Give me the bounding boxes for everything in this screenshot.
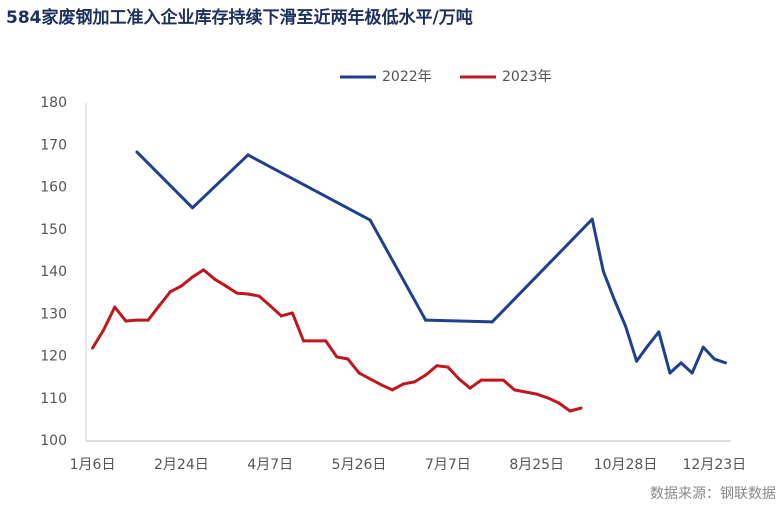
line-segment: [102, 305, 117, 332]
line-segment: [690, 345, 705, 375]
line-segment: [179, 275, 194, 288]
line-segment: [535, 392, 550, 400]
x-tick-label: 4月7日: [247, 457, 293, 473]
line-segment: [524, 390, 539, 396]
x-tick-label: 1月6日: [70, 457, 116, 473]
y-tick-label: 140: [40, 264, 67, 280]
line-segment: [190, 153, 250, 210]
line-segment: [368, 218, 428, 322]
y-tick-label: 120: [40, 349, 67, 365]
line-segment: [146, 304, 161, 322]
line-segment: [368, 377, 383, 387]
line-segment: [268, 304, 283, 318]
line-segment: [124, 318, 139, 323]
line-segment: [235, 291, 250, 296]
y-tick-label: 100: [40, 433, 67, 449]
line-segment: [557, 401, 572, 413]
y-tick-label: 170: [40, 137, 67, 153]
line-segment: [512, 388, 528, 394]
legend-label: 2023年: [502, 69, 552, 85]
line-segment: [257, 294, 272, 308]
line-segment: [324, 339, 339, 359]
x-tick-label: 10月28日: [594, 457, 658, 473]
line-segment: [568, 406, 583, 413]
y-tick-label: 180: [40, 95, 67, 111]
line-segment: [457, 377, 472, 390]
x-tick-label: 8月25日: [509, 457, 564, 473]
x-tick-label: 2月24日: [154, 457, 209, 473]
line-segment: [346, 357, 361, 375]
y-tick-label: 160: [40, 180, 67, 196]
line-segment: [279, 311, 294, 318]
line-segment: [135, 150, 194, 210]
line-segment: [435, 364, 450, 369]
line-segment: [657, 330, 672, 375]
line-segment: [635, 344, 650, 363]
line-segment: [190, 268, 206, 279]
line-segment: [624, 324, 639, 363]
line-segment: [224, 284, 239, 295]
line-segment: [668, 361, 683, 375]
y-tick-label: 150: [40, 222, 67, 238]
line-segment: [501, 378, 516, 392]
legend-label: 2022年: [382, 69, 432, 85]
line-segment: [246, 292, 261, 298]
line-segment: [679, 361, 694, 375]
line-segment: [712, 357, 727, 365]
chart-title: 584家废钢加工准入企业库存持续下滑至近两年极低水平/万吨: [6, 7, 473, 28]
line-segment: [468, 378, 483, 390]
line-segment: [646, 330, 661, 348]
line-segment: [401, 380, 417, 386]
line-segment: [357, 371, 372, 381]
line-segment: [701, 345, 716, 361]
line-segment: [246, 153, 372, 222]
x-tick-label: 7月7日: [425, 457, 471, 473]
line-segment: [424, 364, 439, 377]
y-tick-label: 110: [40, 391, 67, 407]
line-segment: [379, 383, 394, 392]
line-segment: [335, 355, 350, 361]
line-segment: [590, 217, 605, 273]
line-segment: [490, 217, 594, 324]
line-segment: [113, 305, 128, 323]
line-segment: [612, 298, 628, 328]
line-segment: [546, 396, 561, 405]
source: 数据来源：钢联数据: [650, 486, 776, 502]
x-tick-label: 12月23日: [683, 457, 747, 473]
line-segment: [446, 365, 461, 381]
line-segment: [91, 328, 106, 350]
y-tick-label: 130: [40, 306, 67, 322]
line-segment: [601, 269, 616, 302]
line-segment: [157, 290, 172, 308]
line-segment: [168, 284, 183, 294]
x-tick-label: 5月26日: [332, 457, 387, 473]
line-segment: [213, 277, 228, 288]
line-segment: [202, 268, 217, 281]
line-segment: [413, 373, 428, 384]
line-segment: [390, 382, 405, 392]
line-segment: [290, 311, 306, 343]
line-segment: [424, 318, 494, 324]
